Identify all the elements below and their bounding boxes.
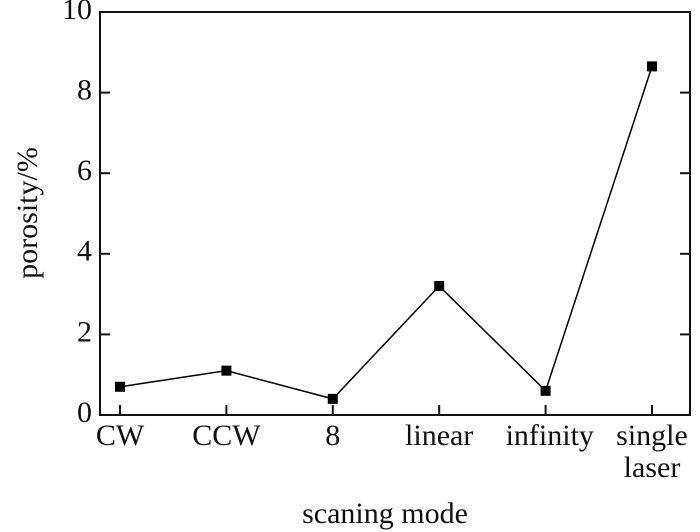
x-tick-label: infinity xyxy=(505,419,594,452)
marker xyxy=(434,281,445,292)
marker xyxy=(327,393,338,404)
marker xyxy=(221,365,232,376)
plot-frame xyxy=(99,11,691,416)
y-tick-label: 8 xyxy=(77,73,92,106)
x-tick-label: linear xyxy=(405,419,474,452)
y-tick-label: 0 xyxy=(77,396,92,429)
x-tick-label: 8 xyxy=(325,419,341,452)
y-axis-label: porosity/% xyxy=(11,147,44,279)
x-axis-label: scaning mode xyxy=(302,497,468,530)
marker xyxy=(115,381,125,392)
x-tick-label: CCW xyxy=(192,419,261,452)
y-tick-label: 2 xyxy=(77,315,92,348)
y-tick-label: 10 xyxy=(62,0,92,26)
line xyxy=(119,66,653,400)
marker xyxy=(540,385,551,396)
marker xyxy=(647,61,657,72)
y-tick-label: 4 xyxy=(77,235,92,268)
y-tick-label: 6 xyxy=(77,154,92,187)
x-tick-label: single laser xyxy=(616,419,688,484)
x-tick-label: CW xyxy=(95,419,145,452)
